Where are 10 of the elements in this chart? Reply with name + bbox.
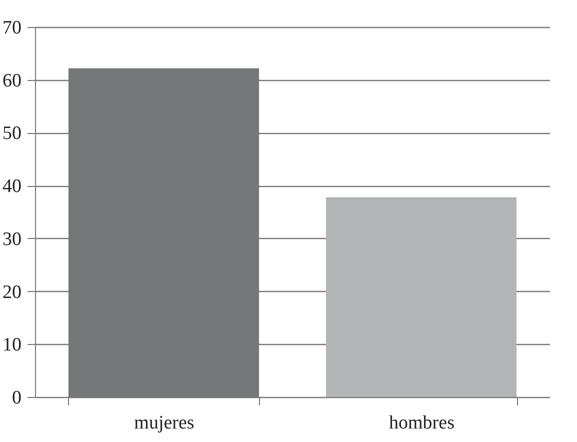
y-tick-label: 20: [2, 282, 22, 303]
y-tick-label: 30: [2, 228, 22, 250]
y-tick-label: 50: [2, 123, 22, 144]
y-tick-label: 60: [2, 70, 22, 92]
y-tick-label: 40: [2, 176, 22, 198]
y-tick-label: 10: [2, 334, 22, 356]
x-tick-label: hombres: [389, 412, 454, 434]
y-tick-label: 0: [12, 388, 22, 408]
y-tick-label: 70: [2, 18, 22, 38]
x-tick-label: mujeres: [134, 412, 194, 434]
